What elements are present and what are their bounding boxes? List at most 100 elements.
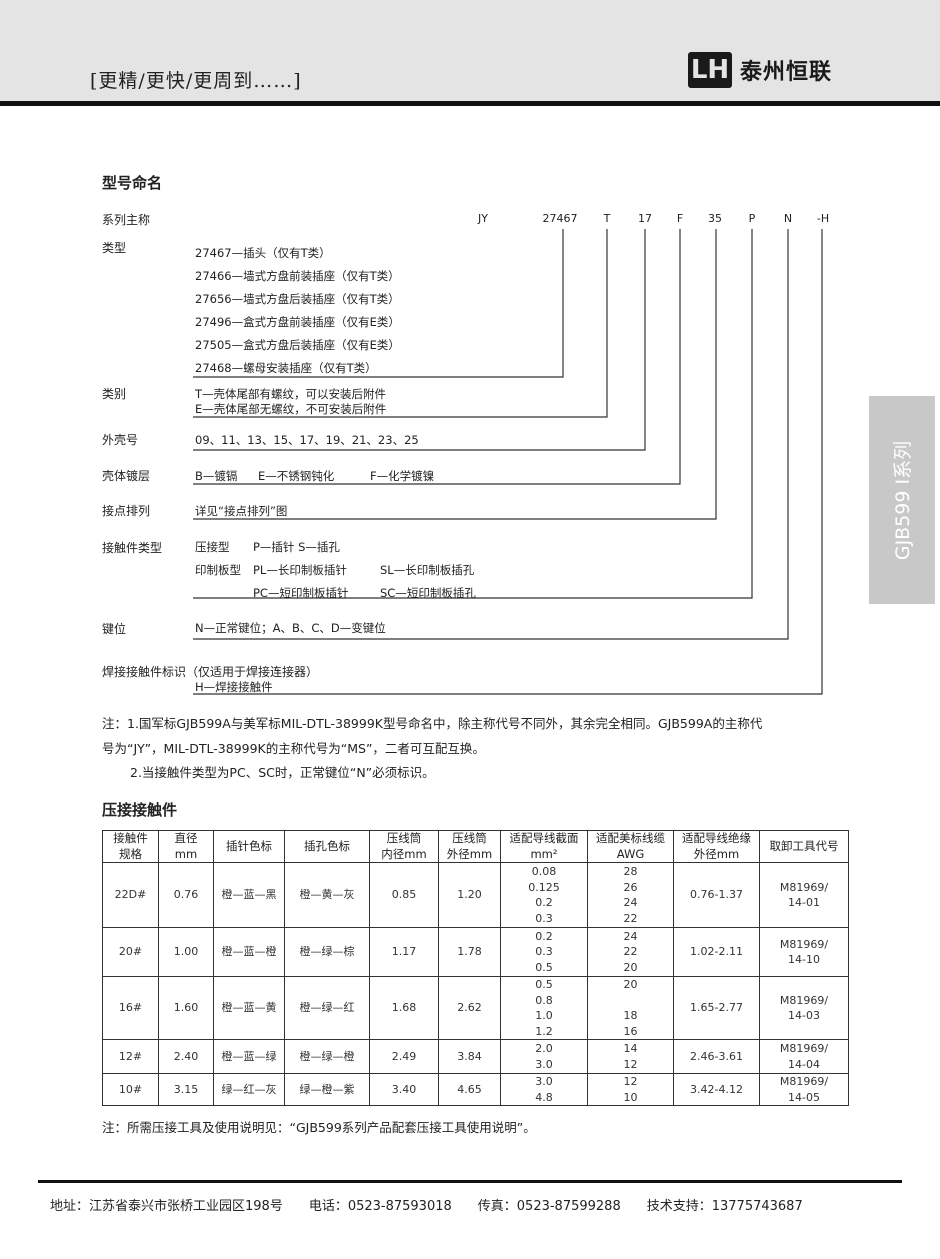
contact-item: PL—长印制板插针: [253, 563, 347, 577]
column-header-text: 外径mm: [446, 846, 493, 861]
table-row: 22D# 0.76 橙—蓝—黑 橙—黄—灰 0.85 1.20 0.08 0.125 0.2 0.…: [102, 862, 849, 928]
cell-line: 10: [623, 1090, 638, 1104]
cell-insul: 2.46-3.61: [673, 1039, 760, 1074]
note-line: 注：1.国军标GJB599A与美军标MIL-DTL-38999K型号命名中，除主…: [102, 716, 763, 731]
cell-insul: 1.65-2.77: [673, 976, 760, 1040]
cell-line: M81969/: [779, 1075, 829, 1088]
column-header: 插针色标: [213, 830, 285, 863]
code-shell: 17: [638, 212, 652, 225]
line-shell: [193, 229, 646, 451]
type-item: 27468—螺母安装插座（仅有T类）: [195, 361, 377, 375]
cell-line: 4.8: [535, 1090, 553, 1104]
company-logo: LH 泰州恒联: [688, 52, 832, 88]
cell-tool: M81969/14-01: [759, 862, 849, 928]
cell-line: 1.0: [535, 1009, 553, 1022]
cell-line: 20: [623, 978, 638, 991]
cell-line: 26: [623, 880, 638, 894]
line-contact: [193, 229, 753, 599]
arrangement-value: 详见“接点排列”图: [195, 504, 288, 518]
cell-line: 0.2: [535, 896, 553, 909]
cell-dia: 0.76: [158, 862, 214, 928]
line-plating: [193, 229, 681, 485]
cell-line: 22: [623, 945, 638, 959]
column-header: 直径 mm: [158, 830, 214, 863]
column-header-text: 压线筒: [452, 831, 487, 845]
column-header: 适配美标线缆 AWG: [587, 830, 674, 863]
contact-item: SC—短印制板插孔: [380, 586, 476, 600]
cell-line: 0.5: [535, 960, 553, 974]
arrangement-label: 接点排列: [102, 504, 151, 518]
cell-line: 16: [623, 1024, 638, 1038]
cell-section: 3.0 4.8: [500, 1073, 588, 1106]
column-header-text: 插针色标: [226, 838, 272, 853]
cell-line: 3.0: [535, 1075, 553, 1088]
cell-size: 20#: [102, 927, 159, 977]
column-header: 接触件 规格: [102, 830, 159, 863]
cell-pin: 橙—蓝—绿: [213, 1039, 285, 1074]
header-rule: [0, 101, 940, 106]
cell-line: M81969/: [779, 993, 829, 1007]
class-item: E—壳体尾部无螺纹，不可安装后附件: [195, 402, 387, 416]
cell-outer: 1.20: [438, 862, 501, 928]
type-item: 27467—插头（仅有T类）: [195, 246, 331, 260]
contact-item: PC—短印制板插针: [253, 586, 349, 600]
cell-size: 10#: [102, 1073, 159, 1106]
code-contact: P: [748, 212, 756, 225]
column-header-text: 插孔色标: [304, 838, 350, 853]
cell-line: 12: [623, 1057, 638, 1071]
naming-title: 型号命名: [102, 174, 163, 192]
table-row: 12# 2.40 橙—蓝—绿 橙—绿—橙 2.49 3.84 2.0 3.0 14 12 2.46-…: [102, 1039, 849, 1074]
cell-size: 12#: [102, 1039, 159, 1074]
column-header-text: mm: [174, 846, 198, 861]
line-type: [193, 229, 564, 378]
cell-line: 0.5: [535, 978, 553, 991]
cell-socket: 绿—橙—紫: [284, 1073, 370, 1106]
table-row: 16# 1.60 橙—蓝—黄 橙—绿—红 1.68 2.62 0.5 0.8 1.0 1.2 20 1…: [102, 976, 849, 1040]
cell-inner: 3.40: [369, 1073, 439, 1106]
naming-diagram-lines: [193, 229, 823, 695]
cell-inner: 2.49: [369, 1039, 439, 1074]
cell-inner: 0.85: [369, 862, 439, 928]
code-class: T: [603, 212, 611, 225]
cell-dia: 1.60: [158, 976, 214, 1040]
cell-line: 28: [623, 865, 638, 878]
cell-insul: 0.76-1.37: [673, 862, 760, 928]
cell-outer: 1.78: [438, 927, 501, 977]
table-row: 10# 3.15 绿—红—灰 绿—橙—紫 3.40 4.65 3.0 4.8 12 10 3.42-…: [102, 1073, 849, 1106]
cell-line: 14-03: [788, 1009, 820, 1022]
cell-tool: M81969/14-04: [759, 1039, 849, 1074]
contact-item: 压接型: [195, 540, 230, 554]
column-header-text: 取卸工具代号: [769, 838, 839, 853]
cell-line: 14-04: [788, 1057, 820, 1071]
cell-section: 0.5 0.8 1.0 1.2: [500, 976, 588, 1040]
solder-label: 焊接接触件标识（仅适用于焊接连接器）: [102, 665, 319, 679]
crimp-title: 压接接触件: [102, 801, 178, 819]
cell-line: 12: [623, 1075, 638, 1088]
cell-line: M81969/: [779, 880, 829, 894]
cell-socket: 橙—绿—红: [284, 976, 370, 1040]
cell-section: 0.08 0.125 0.2 0.3: [500, 862, 588, 928]
cell-tool: M81969/14-03: [759, 976, 849, 1040]
key-value: N—正常键位；A、B、C、D—变键位: [195, 621, 386, 635]
type-item: 27496—盒式方盘前装插座（仅有E类）: [195, 315, 400, 329]
column-header-text: AWG: [616, 846, 645, 861]
cell-line: 1.2: [535, 1024, 553, 1038]
cell-socket: 橙—绿—棕: [284, 927, 370, 977]
column-header-text: mm²: [530, 846, 558, 861]
cell-pin: 橙—蓝—橙: [213, 927, 285, 977]
cell-awg: 14 12: [587, 1039, 674, 1074]
cell-line: 14: [623, 1042, 638, 1055]
column-header: 适配导线截面 mm²: [500, 830, 588, 863]
cell-inner: 1.68: [369, 976, 439, 1040]
shell-values: 09、11、13、15、17、19、21、23、25: [195, 433, 419, 447]
column-header-text: 适配美标线缆: [596, 831, 665, 845]
column-header: 压线筒 外径mm: [438, 830, 501, 863]
table-row: 20# 1.00 橙—蓝—橙 橙—绿—棕 1.17 1.78 0.2 0.3 0.5 24 22 20…: [102, 927, 849, 977]
cell-line: 0.125: [528, 880, 560, 894]
cell-line: 2.0: [535, 1042, 553, 1055]
contact-item: 印制板型: [195, 563, 241, 577]
cell-awg: 12 10: [587, 1073, 674, 1106]
code-plating: F: [676, 212, 684, 225]
cell-line: 22: [623, 911, 638, 925]
code-solder: -H: [816, 212, 830, 225]
